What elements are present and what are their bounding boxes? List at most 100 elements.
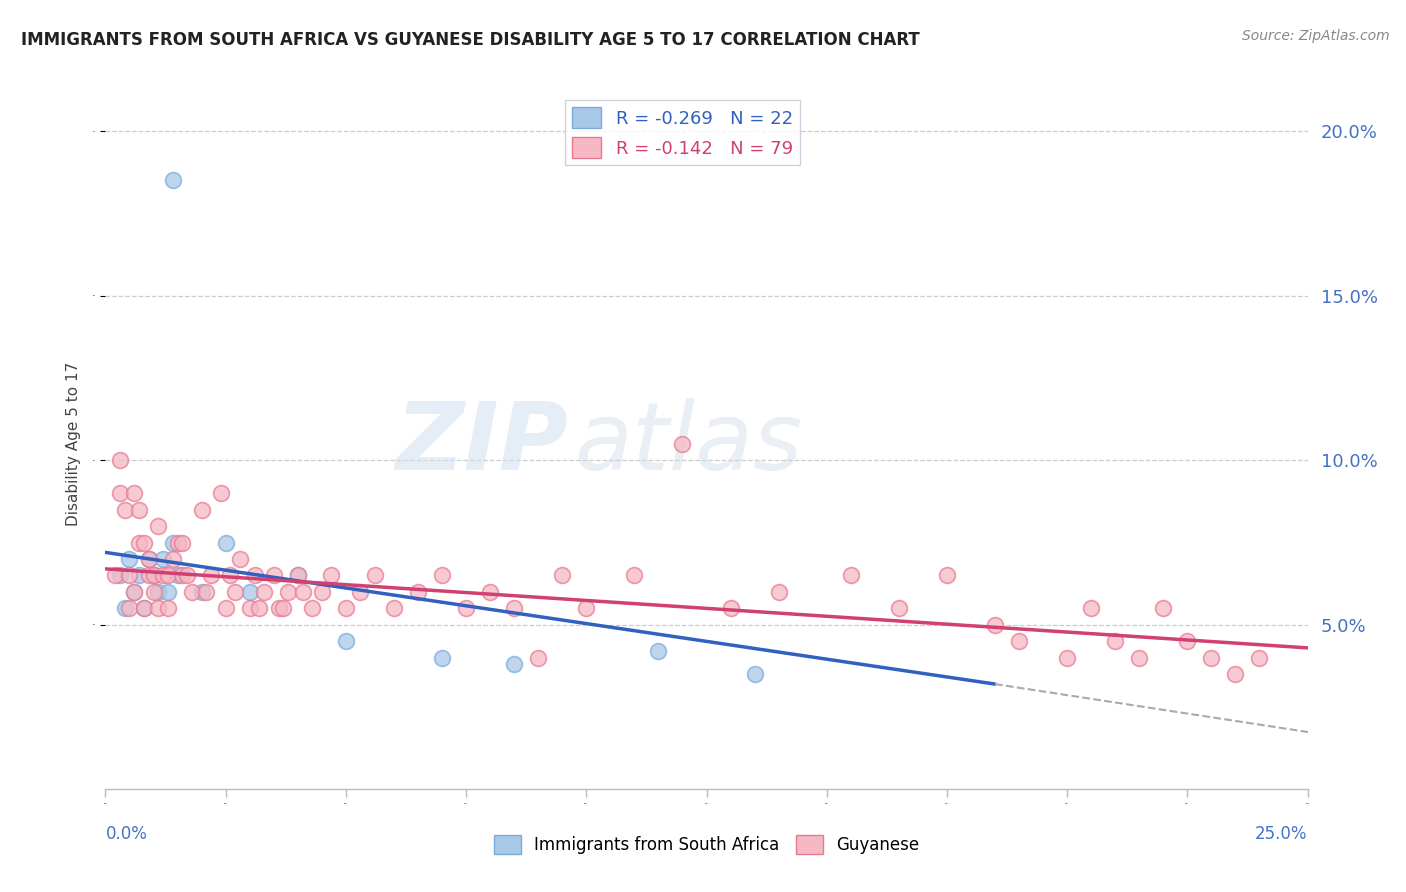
Point [527,650,550,665]
Point [243,568,266,582]
Point [128,502,150,516]
Point [172,568,194,582]
Point [190,502,212,516]
Point [936,568,959,582]
Point [138,552,160,566]
Text: 0.0%: 0.0% [105,825,148,843]
Point [108,453,131,467]
Point [148,601,170,615]
Point [301,601,323,615]
Point [382,601,405,615]
Point [239,585,262,599]
Point [152,568,174,582]
Point [128,535,150,549]
Point [479,585,502,599]
Point [267,601,290,615]
Point [162,173,184,187]
Point [1249,650,1271,665]
Point [430,568,453,582]
Point [349,585,371,599]
Point [768,585,790,599]
Point [172,535,194,549]
Point [406,585,429,599]
Point [214,535,236,549]
Point [335,634,357,648]
Point [162,535,184,549]
Point [247,601,270,615]
Y-axis label: Disability Age 5 to 17: Disability Age 5 to 17 [66,361,82,526]
Point [114,601,136,615]
Point [1201,650,1223,665]
Text: 25.0%: 25.0% [1256,825,1308,843]
Point [984,617,1007,632]
Point [162,552,184,566]
Point [720,601,742,615]
Point [104,568,127,582]
Point [287,568,309,582]
Point [148,585,170,599]
Text: atlas: atlas [574,398,803,490]
Point [118,601,141,615]
Point [623,568,645,582]
Point [1152,601,1174,615]
Point [364,568,387,582]
Point [156,601,179,615]
Point [239,601,262,615]
Point [575,601,598,615]
Point [156,568,179,582]
Point [335,601,357,615]
Point [181,585,204,599]
Text: Source: ZipAtlas.com: Source: ZipAtlas.com [1241,29,1389,43]
Point [454,601,477,615]
Point [1080,601,1102,615]
Point [273,601,295,615]
Point [321,568,343,582]
Text: IMMIGRANTS FROM SOUTH AFRICA VS GUYANESE DISABILITY AGE 5 TO 17 CORRELATION CHAR: IMMIGRANTS FROM SOUTH AFRICA VS GUYANESE… [21,31,920,49]
Point [118,552,141,566]
Point [503,601,526,615]
Point [744,667,766,681]
Point [124,585,146,599]
Point [108,486,131,500]
Point [190,585,212,599]
Point [142,585,165,599]
Point [114,502,136,516]
Point [1128,650,1150,665]
Point [551,568,574,582]
Point [124,486,146,500]
Point [152,552,174,566]
Text: ZIP: ZIP [395,398,568,490]
Point [229,552,252,566]
Point [291,585,314,599]
Point [214,601,236,615]
Point [132,535,155,549]
Point [887,601,910,615]
Point [1056,650,1078,665]
Point [156,585,179,599]
Point [430,650,453,665]
Point [219,568,242,582]
Point [287,568,309,582]
Point [108,568,131,582]
Point [224,585,246,599]
Point [132,601,155,615]
Point [311,585,333,599]
Point [132,601,155,615]
Point [166,535,188,549]
Point [124,585,146,599]
Point [1104,634,1126,648]
Point [200,568,222,582]
Point [503,657,526,672]
Point [142,568,165,582]
Point [148,519,170,533]
Point [671,437,693,451]
Point [253,585,276,599]
Point [128,568,150,582]
Point [277,585,299,599]
Point [839,568,862,582]
Point [138,552,160,566]
Legend: Immigrants from South Africa, Guyanese: Immigrants from South Africa, Guyanese [488,828,925,861]
Point [195,585,218,599]
Point [647,644,669,658]
Point [118,568,141,582]
